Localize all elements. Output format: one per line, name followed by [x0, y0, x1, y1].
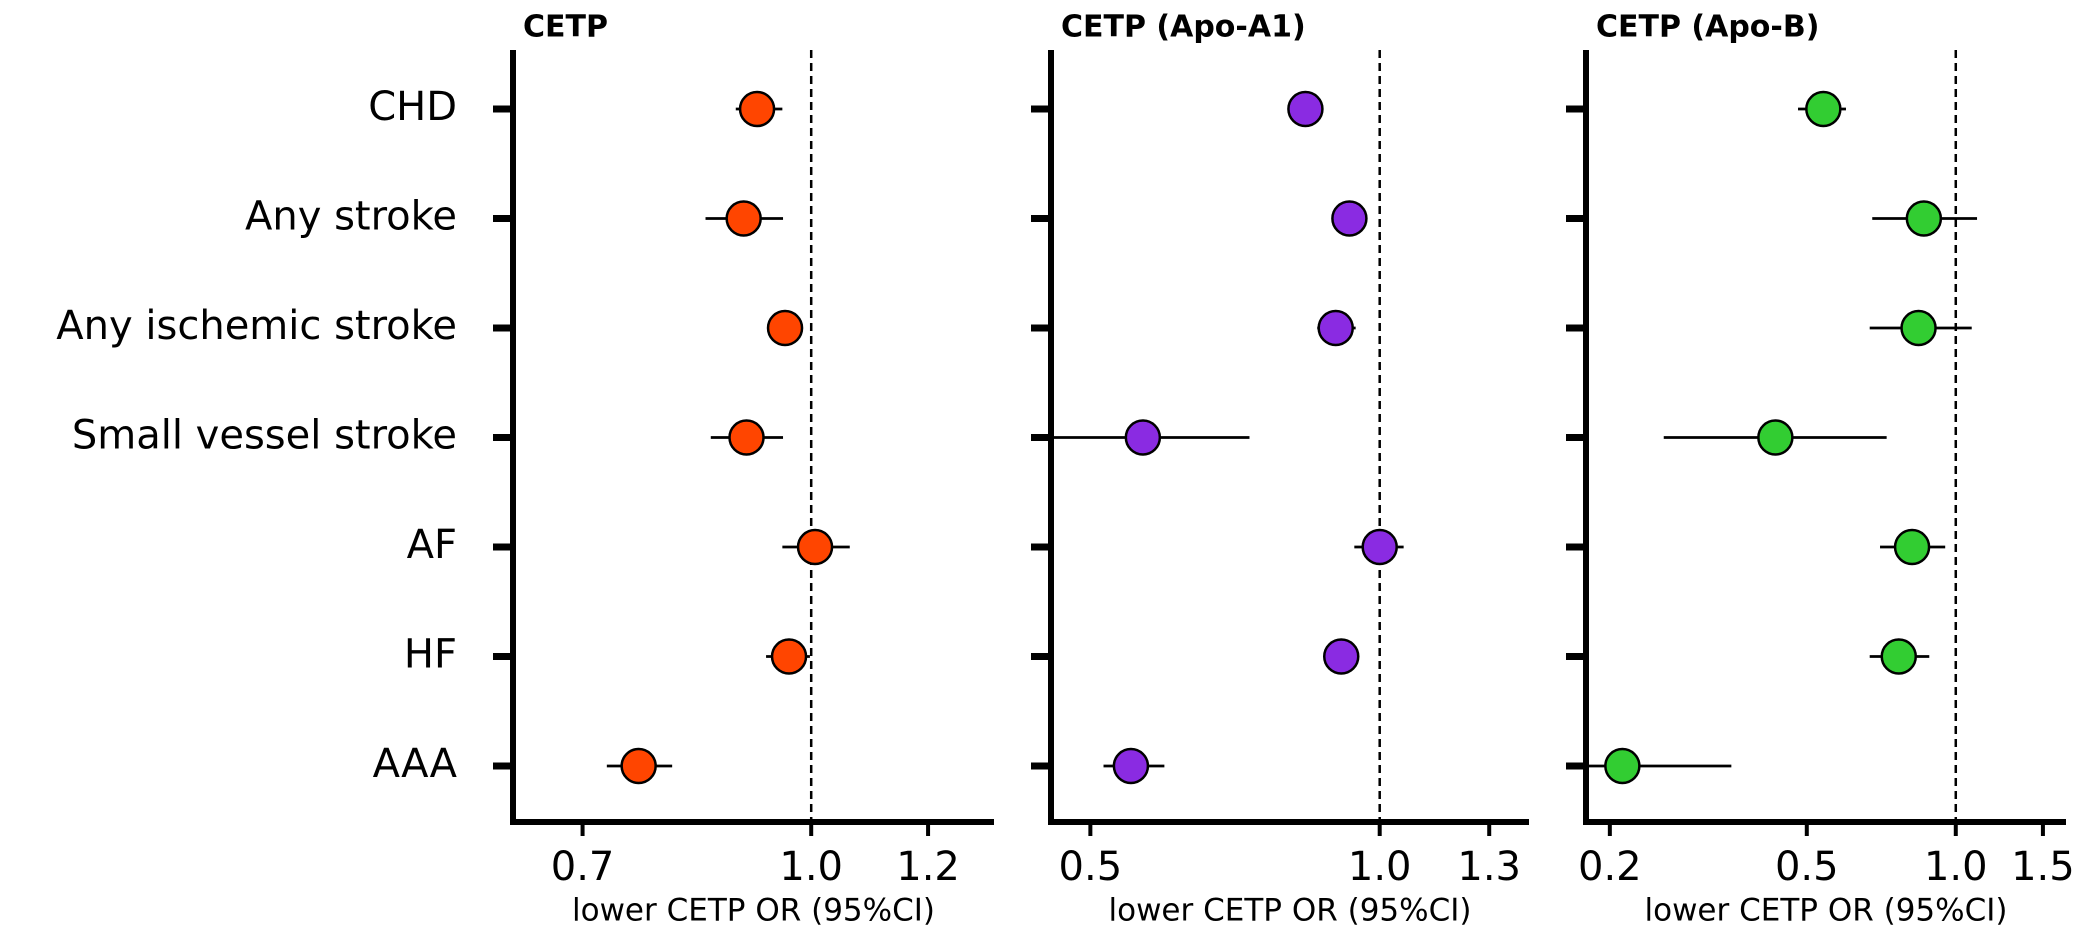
category-label: AAA [373, 741, 458, 787]
point [1900, 309, 1937, 347]
point [1757, 419, 1794, 456]
x-tick-label: 1.0 [1924, 844, 1988, 890]
point [770, 638, 808, 675]
point [1331, 200, 1368, 237]
x-tick-label: 1.5 [2011, 844, 2075, 890]
category-label: HF [404, 632, 457, 678]
category-label: Small vessel stroke [72, 413, 457, 459]
point [1905, 200, 1943, 237]
x-axis-label: lower CETP OR (95%CI) [1645, 893, 2008, 929]
x-tick-label: 1.3 [1457, 844, 1521, 890]
x-tick-label: 0.5 [1059, 844, 1123, 890]
panel-title: CETP [523, 10, 608, 45]
x-axis-label: lower CETP OR (95%CI) [572, 893, 935, 929]
x-tick-label: 1.2 [896, 844, 960, 890]
point [1322, 638, 1360, 675]
point [728, 419, 765, 456]
point [738, 90, 776, 128]
x-axis-label: lower CETP OR (95%CI) [1109, 893, 1472, 929]
data-layer [1051, 90, 1404, 785]
point [1805, 90, 1842, 128]
point [1112, 747, 1150, 785]
panel-title: CETP (Apo-B) [1596, 10, 1819, 45]
point [796, 528, 834, 566]
point [1317, 309, 1354, 347]
point [1880, 638, 1918, 675]
category-label: Any stroke [245, 194, 457, 240]
x-tick-label: 0.5 [1775, 844, 1839, 890]
panel-title: CETP (Apo-A1) [1061, 10, 1306, 45]
category-label: AF [407, 522, 457, 568]
point [1604, 747, 1641, 785]
x-tick-label: 0.7 [551, 844, 615, 890]
point [1893, 528, 1931, 566]
data-layer [1586, 90, 1978, 785]
point [1287, 90, 1324, 128]
x-tick-label: 0.2 [1578, 844, 1642, 890]
point [725, 200, 762, 237]
category-label: CHD [368, 84, 457, 130]
category-label: Any ischemic stroke [56, 303, 457, 349]
point [766, 309, 804, 347]
point [1124, 419, 1162, 456]
point [620, 747, 657, 785]
point [1361, 528, 1398, 566]
data-layer [606, 90, 850, 785]
x-tick-label: 1.0 [779, 844, 843, 890]
x-tick-label: 1.0 [1348, 844, 1412, 890]
